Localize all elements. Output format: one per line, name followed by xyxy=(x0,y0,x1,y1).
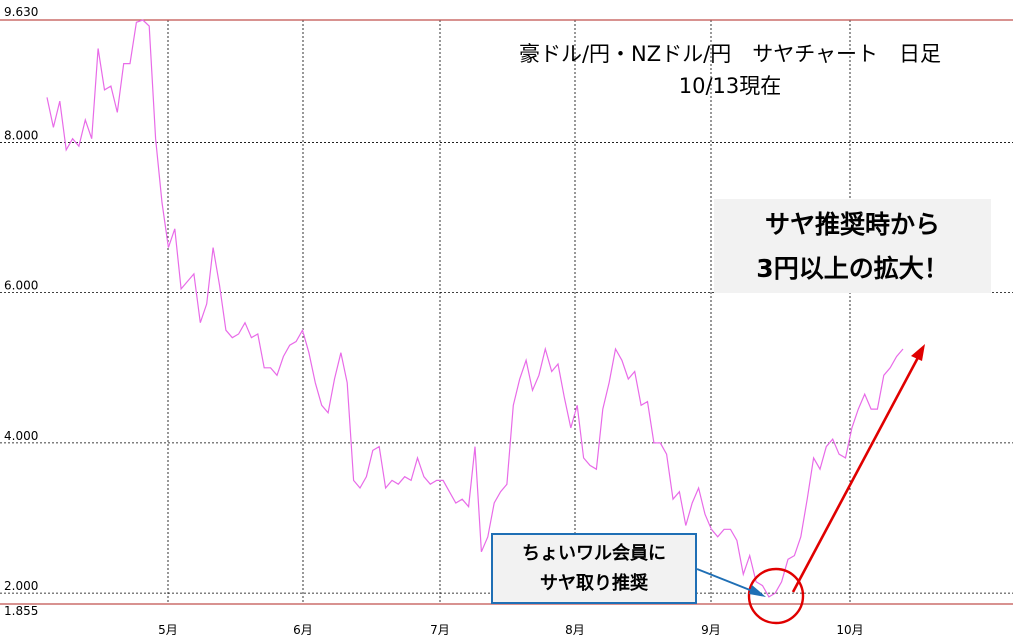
x-tick-label: 6月 xyxy=(293,623,313,637)
x-tick-label: 10月 xyxy=(836,623,863,637)
y-tick-label: 2.000 xyxy=(4,579,38,593)
trough-circle xyxy=(747,567,805,625)
x-tick-label: 8月 xyxy=(565,623,585,637)
x-axis-ticks: 5月 6月 7月 8月 9月 10月 xyxy=(158,623,863,637)
member-callout-line1: ちょいワル会員に xyxy=(522,543,666,564)
member-callout: ちょいワル会員に サヤ取り推奨 xyxy=(491,533,697,604)
expansion-arrowhead xyxy=(911,344,925,361)
expansion-callout: サヤ推奨時から 3円以上の拡大！ xyxy=(714,199,991,293)
chart-title-line1: 豪ドル/円・NZドル/円 サヤチャート 日足 xyxy=(518,42,942,66)
y-tick-label: 4.000 xyxy=(4,429,38,443)
callout-pointer xyxy=(696,568,761,595)
x-tick-label: 9月 xyxy=(701,623,721,637)
y-tick-label: 9.630 xyxy=(4,5,38,19)
x-tick-label: 5月 xyxy=(158,623,178,637)
series-line xyxy=(46,19,904,598)
y-tick-label: 8.000 xyxy=(4,128,38,142)
expansion-arrow xyxy=(791,349,924,593)
chart-grid xyxy=(0,20,1013,604)
callout-pointer-head xyxy=(749,585,766,597)
y-tick-label: 6.000 xyxy=(4,279,38,293)
expansion-callout-line1: サヤ推奨時から xyxy=(764,210,940,239)
x-tick-label: 7月 xyxy=(430,623,450,637)
member-callout-line2: サヤ取り推奨 xyxy=(540,573,648,594)
y-tick-label: 1.855 xyxy=(4,604,38,618)
chart-title: 豪ドル/円・NZドル/円 サヤチャート 日足 10/13現在 xyxy=(440,38,1013,102)
expansion-callout-line2: 3円以上の拡大！ xyxy=(756,254,949,283)
chart-title-line2: 10/13現在 xyxy=(678,74,782,98)
y-axis-ticks: 9.630 8.000 6.000 4.000 2.000 1.855 xyxy=(4,5,38,618)
chart-limit-lines xyxy=(0,19,1013,605)
